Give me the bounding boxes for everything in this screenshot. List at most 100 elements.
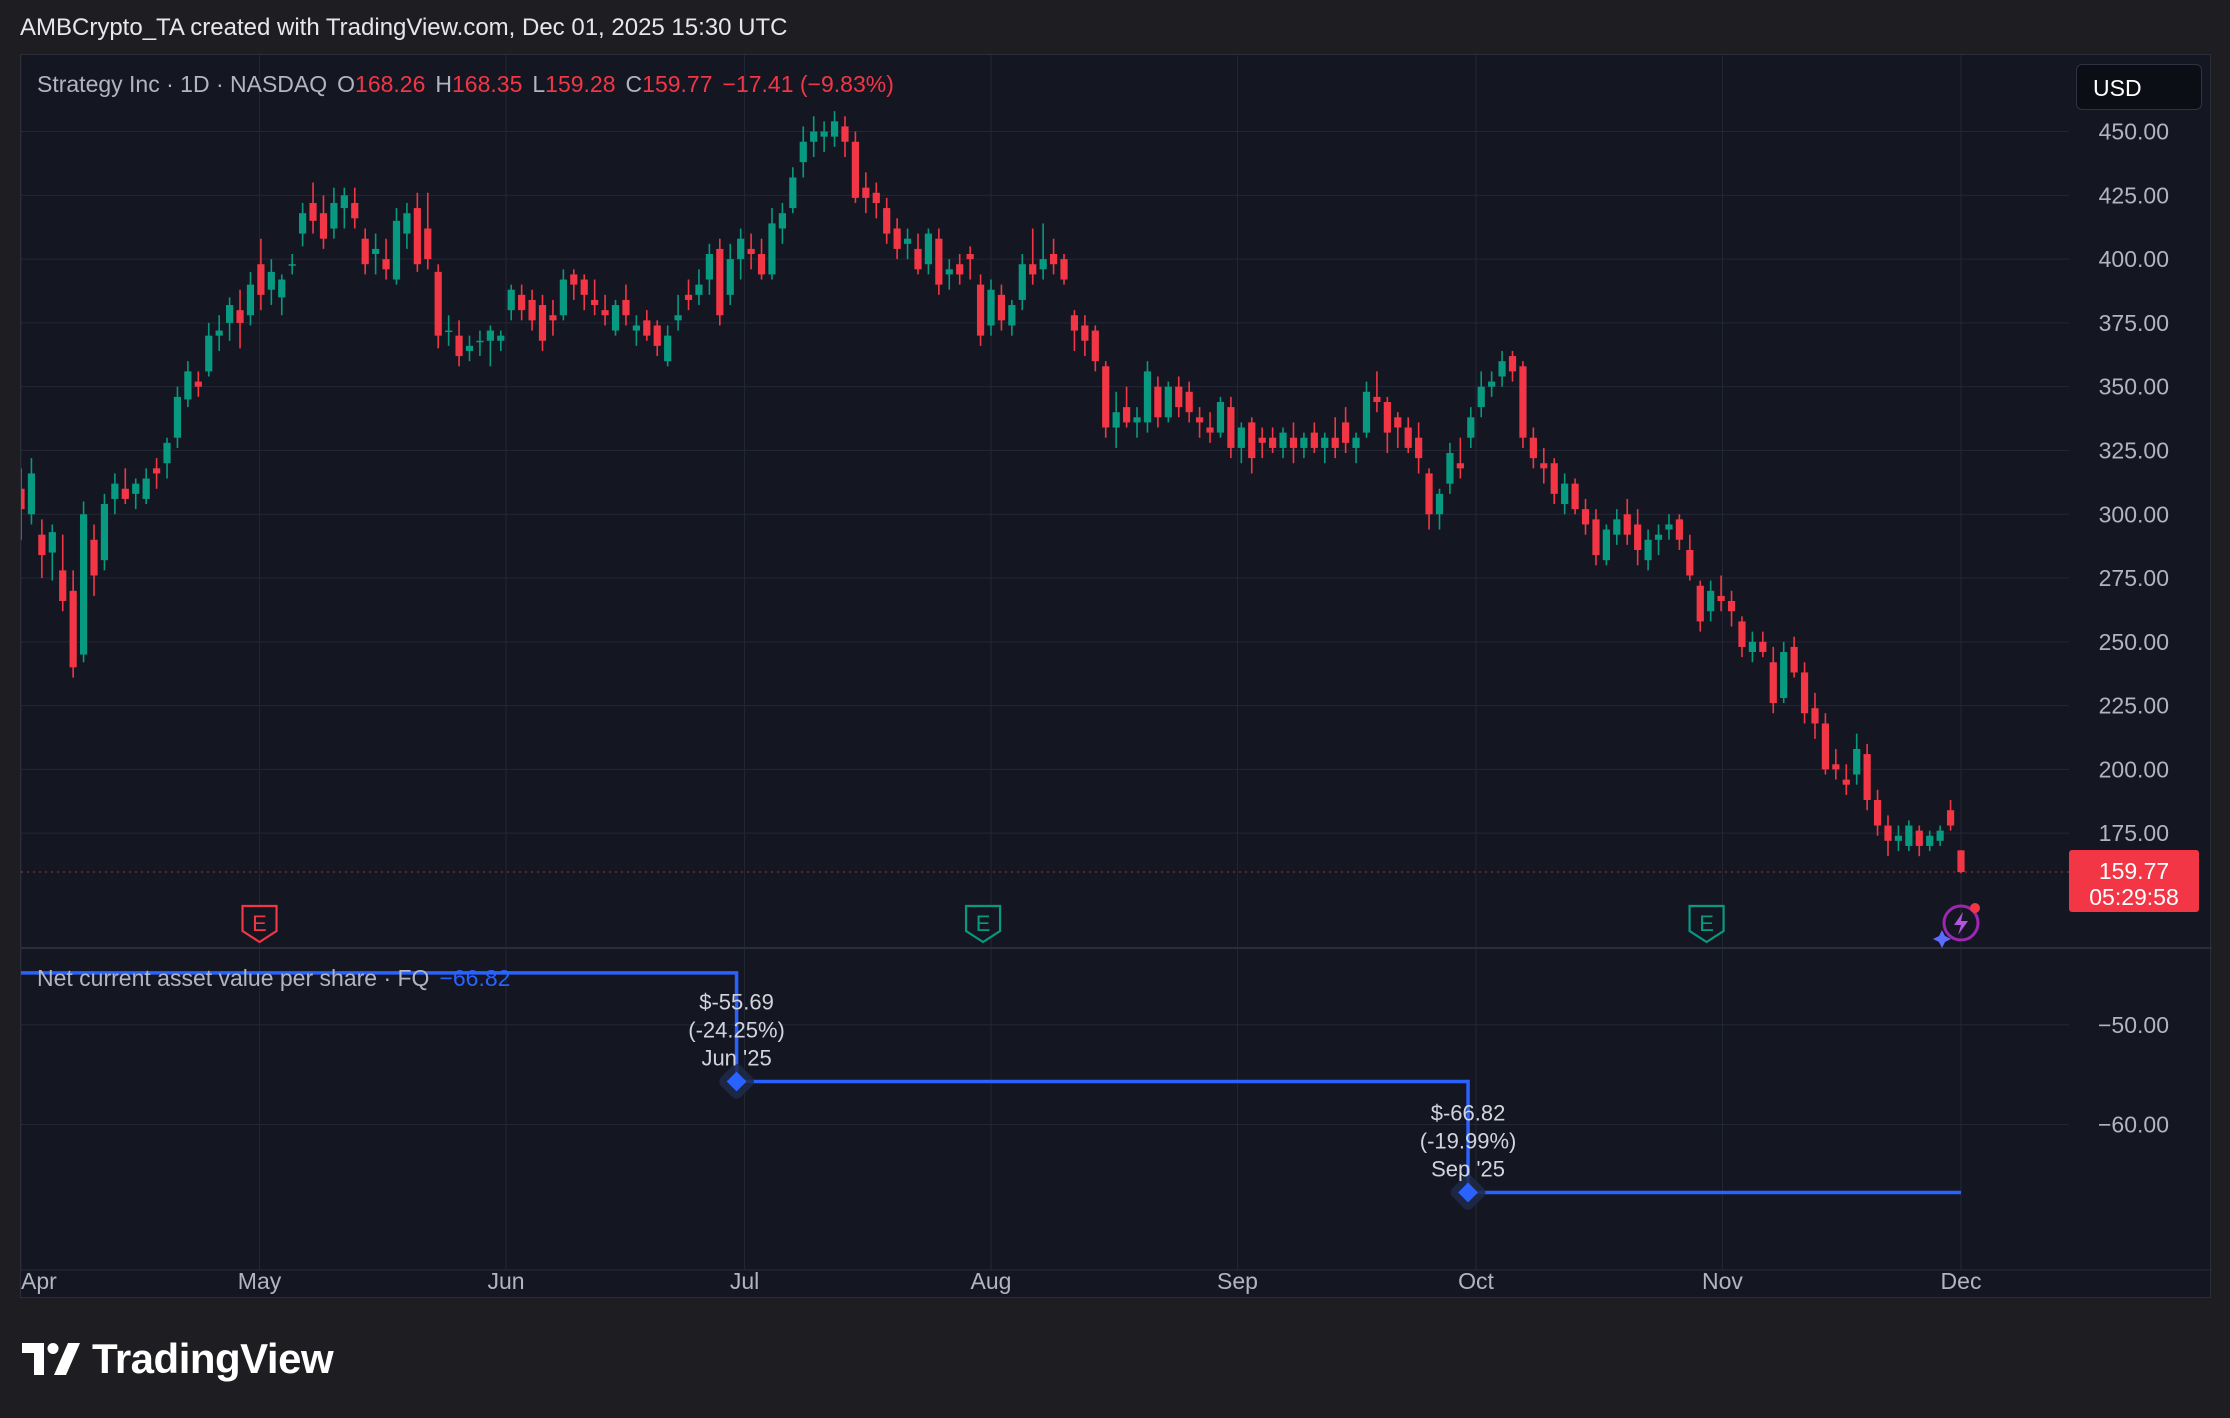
candle-body <box>392 220 401 280</box>
candle <box>1039 223 1047 280</box>
earnings-marker[interactable]: E <box>964 904 1002 944</box>
candle <box>121 468 129 505</box>
candle-body <box>1467 417 1475 438</box>
candle <box>1488 371 1496 397</box>
earnings-marker[interactable]: E <box>1688 904 1725 944</box>
candle <box>580 274 588 311</box>
candle <box>1894 825 1903 852</box>
candle-body <box>872 192 880 203</box>
tradingview-logo-text: TradingView <box>92 1335 334 1382</box>
indicator-legend[interactable]: Net current asset value per share · FQ −6… <box>37 965 510 992</box>
candle <box>799 126 807 178</box>
candle-body <box>497 335 505 341</box>
candle <box>705 243 713 295</box>
candle-body <box>1164 386 1172 418</box>
candle <box>59 534 67 612</box>
candle <box>309 182 317 234</box>
candle <box>945 259 953 290</box>
candle-body <box>267 271 275 290</box>
candle-body <box>1811 708 1819 724</box>
candle-body <box>726 259 734 295</box>
symbol-title[interactable]: Strategy Inc · 1D · NASDAQ <box>37 71 328 97</box>
candle-body <box>445 330 453 333</box>
candle-body <box>1091 330 1099 362</box>
candle-body <box>747 248 755 255</box>
candle <box>69 570 77 678</box>
candle-body <box>1394 417 1402 428</box>
time-tick-label: Dec <box>1941 1268 1982 1294</box>
time-tick-label: Sep <box>1217 1268 1258 1294</box>
candle <box>747 233 755 270</box>
candle <box>559 269 567 321</box>
nav-data-point: $-66.82 (-19.99%) Sep '25 <box>1420 1100 1516 1210</box>
candle-body <box>611 305 620 331</box>
candle <box>1780 641 1788 704</box>
candle <box>21 468 25 540</box>
candle-body <box>1018 264 1026 300</box>
time-tick-label: Aug <box>971 1268 1012 1294</box>
candle-body <box>1707 590 1715 612</box>
candle-body <box>1081 325 1089 341</box>
candle <box>142 468 150 505</box>
lightning-icon[interactable] <box>1933 903 1980 948</box>
candle <box>361 228 369 275</box>
candle-body <box>351 202 359 219</box>
candle-body <box>1008 305 1016 326</box>
candle <box>173 386 182 448</box>
candle <box>1654 524 1663 556</box>
candle <box>1946 800 1955 831</box>
earnings-marker[interactable]: E <box>241 904 278 944</box>
candle-body <box>851 141 860 198</box>
candle-body <box>163 442 171 464</box>
candle <box>924 228 933 275</box>
candle-body <box>789 177 797 209</box>
candle <box>1029 228 1037 285</box>
candle <box>653 320 661 357</box>
candle-body <box>1289 437 1298 448</box>
candle <box>1853 733 1861 785</box>
candle <box>1811 692 1819 739</box>
candle-body <box>653 325 661 346</box>
candle-body <box>1571 483 1579 510</box>
candle-body <box>538 305 547 341</box>
candle <box>184 361 192 408</box>
price-tick-label: 275.00 <box>2099 565 2169 591</box>
candle <box>1550 458 1558 505</box>
sparkle-icon <box>1933 930 1951 948</box>
candle <box>1905 820 1913 852</box>
candle <box>476 330 484 357</box>
candle <box>1394 412 1402 448</box>
candle <box>163 437 171 479</box>
candle <box>1696 580 1704 632</box>
candle-body <box>1832 764 1840 770</box>
candle <box>1602 524 1610 566</box>
candle-body <box>883 208 891 234</box>
chart-canvas[interactable]: E E E $-55.69 (-24.25%) Jun '25 $-66.82 (-19.9… <box>21 55 2212 1299</box>
candle-body <box>1029 264 1037 275</box>
candle <box>862 172 870 214</box>
candle-body <box>1143 371 1152 423</box>
candle-body <box>1362 391 1371 433</box>
currency-button[interactable]: USD <box>2076 64 2202 110</box>
candle-body <box>455 335 463 357</box>
candle <box>1060 254 1068 285</box>
candle-body <box>205 335 213 372</box>
candle-body <box>549 315 557 321</box>
candle-body <box>111 483 119 499</box>
candle-body <box>476 340 484 343</box>
candle-body <box>1915 830 1923 846</box>
candle-body <box>1373 396 1381 402</box>
candle <box>1884 815 1892 857</box>
candle-body <box>1738 621 1746 647</box>
candle <box>351 187 359 229</box>
candle-body <box>1342 422 1350 443</box>
chart-frame[interactable]: E E E $-55.69 (-24.25%) Jun '25 $-66.82 (-19.9… <box>20 54 2212 1299</box>
candle <box>1216 396 1225 438</box>
close-value: 159.77 <box>642 71 713 97</box>
candle <box>1404 417 1412 454</box>
candle <box>1352 432 1360 464</box>
candle-body <box>486 330 494 341</box>
candle <box>100 493 109 571</box>
candle <box>1258 427 1266 459</box>
candle <box>1279 427 1287 459</box>
